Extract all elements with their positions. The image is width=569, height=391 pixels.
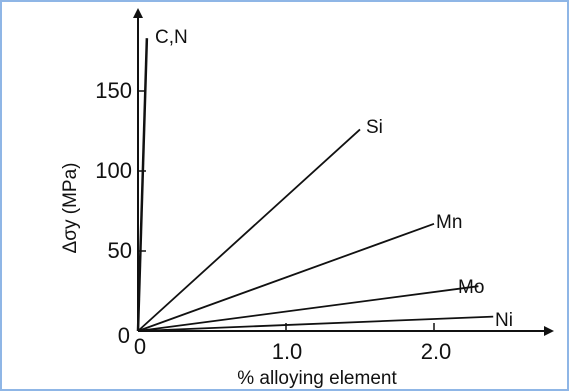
y-tick-label-0: 0 [118,323,130,348]
y-tick-label-50: 50 [108,238,132,263]
y-tick-label-150: 150 [95,78,132,103]
y-tick-label-100: 100 [95,158,132,183]
series-label-cn: C,N [155,27,188,48]
x-tick-label-0: 0 [134,334,146,359]
series-label-mn: Mn [436,212,462,233]
series-line-si [137,128,361,332]
x-tick-label-1: 1.0 [272,339,303,364]
series-lines [136,38,494,332]
series-label-ni: Ni [495,310,513,331]
series-line-mn [137,222,435,332]
y-axis-title: Δσy (MPa) [60,163,81,254]
x-axis-title: % alloying element [237,368,397,389]
x-tick-label-2: 2.0 [421,339,452,364]
series-line-ni [137,315,494,332]
series-line-c-n [136,38,149,332]
series-label-mo: Mo [458,277,484,298]
series-label-si: Si [366,117,383,138]
series-line-mo [137,285,479,332]
